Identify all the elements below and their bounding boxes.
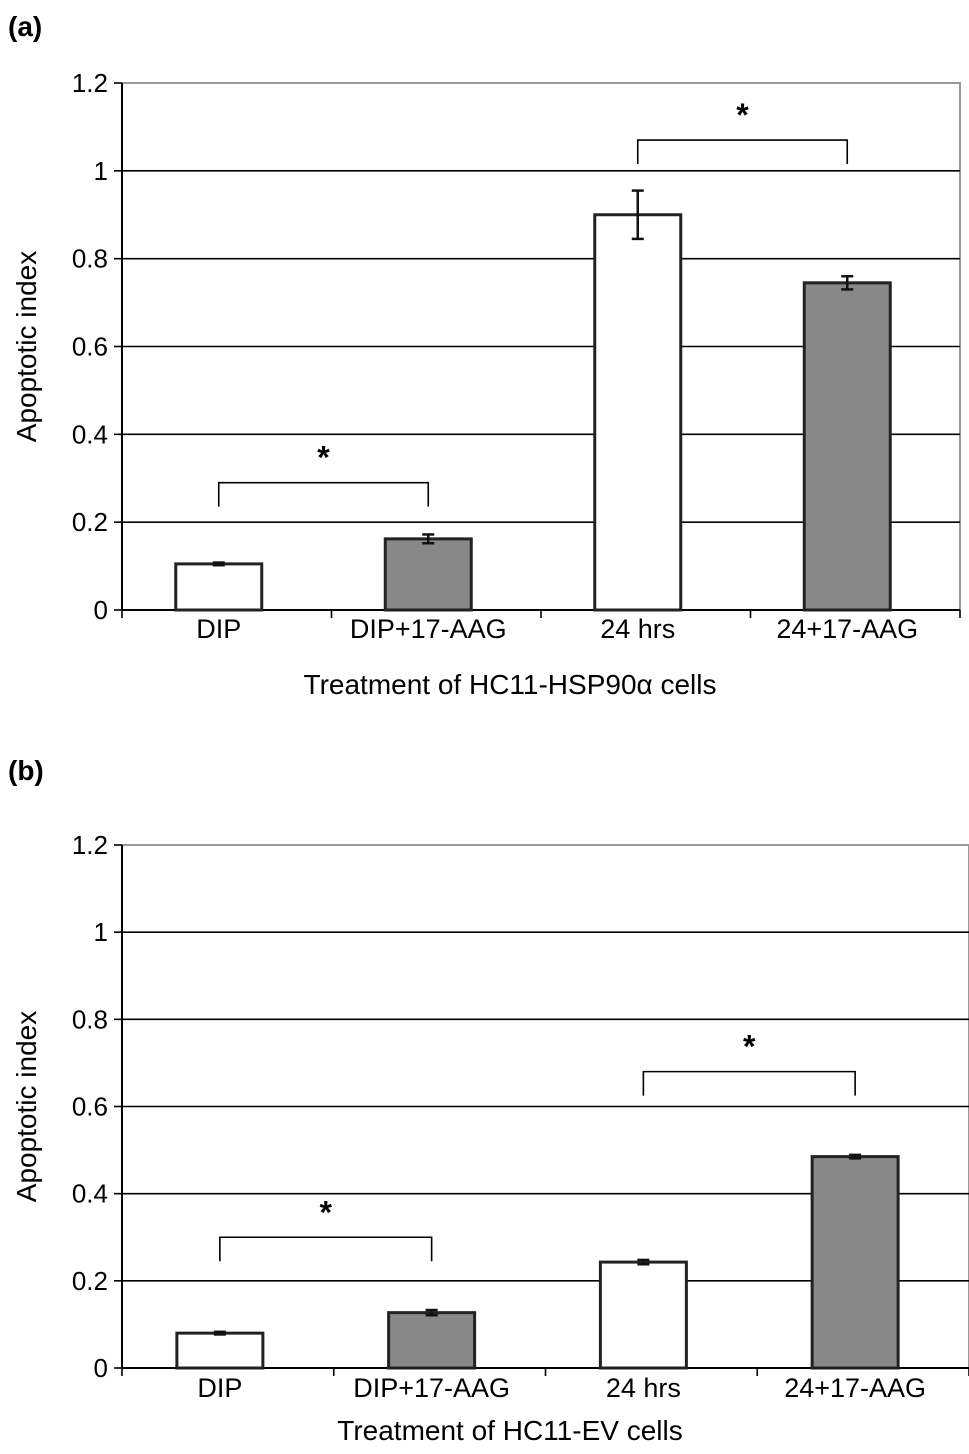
category-label: DIP: [196, 614, 241, 644]
y-tick-label: 0.8: [72, 1004, 108, 1034]
significance-bracket: [642, 1070, 856, 1096]
x-axis-title: Treatment of HC11-HSP90α cells: [304, 669, 717, 700]
panel-label: (b): [8, 755, 44, 786]
y-tick-label: 0.6: [72, 1092, 108, 1122]
y-tick-label: 0: [94, 595, 108, 625]
y-tick-label: 1: [94, 917, 108, 947]
category-label: 24 hrs: [606, 1373, 681, 1403]
category-label: 24+17-AAG: [776, 614, 918, 644]
category-label: DIP+17-AAG: [353, 1373, 510, 1403]
bar-dip: [175, 1331, 265, 1370]
bar-24-hrs: [593, 213, 683, 612]
y-tick-label: 1.2: [72, 830, 108, 860]
category-label: 24 hrs: [600, 614, 675, 644]
bar-24-hrs: [598, 1260, 688, 1370]
bar-dip: [174, 562, 264, 612]
category-label: DIP: [197, 1373, 242, 1403]
significance-star: *: [736, 97, 749, 133]
y-tick-label: 0.4: [72, 419, 108, 449]
significance-bracket: [636, 139, 849, 165]
y-tick-label: 0.8: [72, 244, 108, 274]
significance-star: *: [320, 1194, 333, 1230]
category-label: DIP+17-AAG: [350, 614, 507, 644]
category-label: 24+17-AAG: [784, 1373, 926, 1403]
bar-dip-17-aag: [387, 1311, 477, 1370]
chart-panel-a: (a) 0 0.2 0.4 0.6 0.8 1 1.2 DIP DIP+17-AAG 24 hrs 2…: [8, 11, 961, 700]
chart-panel-b: (b) 0 0.2 0.4 0.6 0.8 1 1.2 DIP DIP+17-AAG 24 hrs 2…: [8, 755, 969, 1446]
y-tick-label: 0.2: [72, 507, 108, 537]
bar-dip-17-aag: [383, 537, 473, 612]
significance-star: *: [317, 440, 330, 476]
y-tick-label: 0.4: [72, 1179, 108, 1209]
y-tick-label: 1: [94, 156, 108, 186]
bar-24-17-aag: [802, 281, 892, 612]
panel-label: (a): [8, 11, 42, 42]
y-tick-label: 0.2: [72, 1266, 108, 1296]
significance-bracket: [217, 481, 430, 507]
significance-star: *: [743, 1029, 756, 1065]
y-tick-label: 0.6: [72, 332, 108, 362]
y-tick-label: 0: [94, 1353, 108, 1383]
bar-24-17-aag: [810, 1155, 900, 1370]
y-axis-title: Apoptotic index: [11, 1011, 42, 1202]
y-tick-label: 1.2: [72, 68, 108, 98]
significance-bracket: [219, 1236, 433, 1262]
y-axis-title: Apoptotic index: [11, 251, 42, 442]
x-axis-title: Treatment of HC11-EV cells: [337, 1415, 682, 1446]
